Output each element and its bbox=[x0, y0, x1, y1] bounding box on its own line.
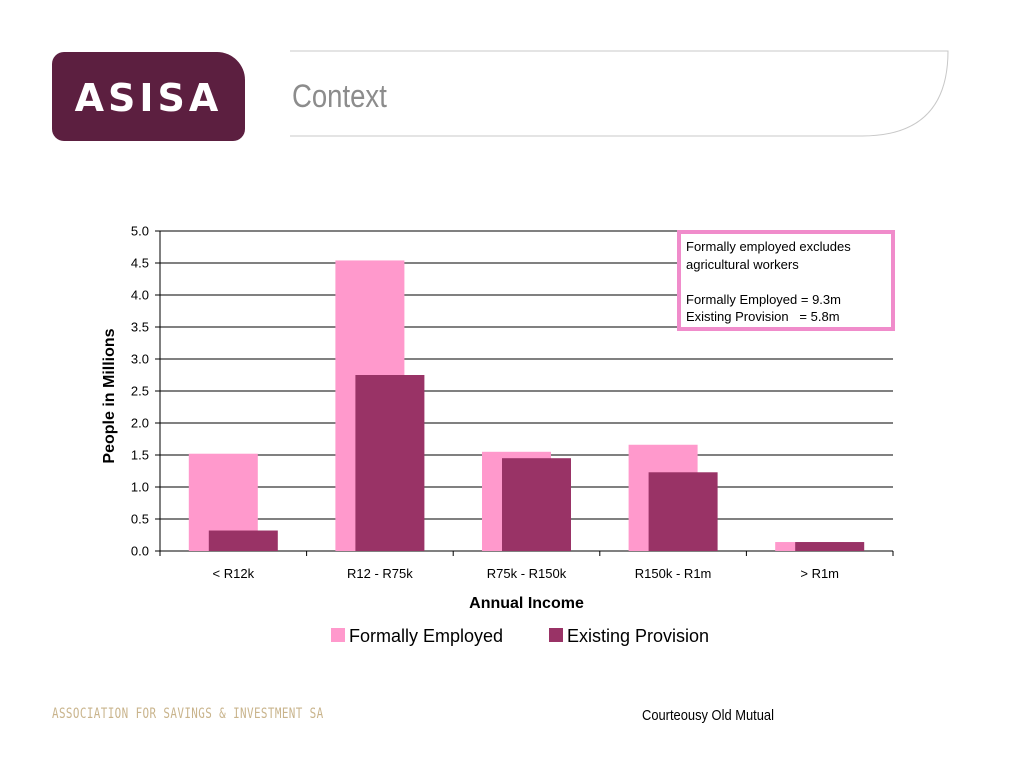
header-frame bbox=[290, 50, 949, 137]
annotation-line-1: Formally employed excludes bbox=[686, 239, 851, 254]
y-tick-label: 2.0 bbox=[131, 416, 149, 431]
y-tick-label: 0.0 bbox=[131, 544, 149, 559]
legend-label: Formally Employed bbox=[349, 626, 503, 646]
income-bar-chart: 0.0 0.5 1.0 1.5 2.0 2.5 3.0 3.5 4.0 4.5 5.0 < R12k R… bbox=[101, 224, 894, 646]
y-tick-label: 3.5 bbox=[131, 320, 149, 335]
asisa-logo: ASISA bbox=[52, 52, 245, 141]
annotation-line-4: Existing Provision = 5.8m bbox=[686, 309, 840, 324]
y-tick-label: 1.5 bbox=[131, 448, 149, 463]
footer-credit: Courteousy Old Mutual bbox=[642, 707, 774, 724]
bar-existing-provision bbox=[795, 542, 865, 551]
annotation-line-3: Formally Employed = 9.3m bbox=[686, 291, 841, 307]
y-tick-label: 3.0 bbox=[131, 352, 149, 367]
bar-existing-provision bbox=[502, 458, 571, 551]
y-tick-label: 4.0 bbox=[131, 288, 149, 303]
legend-label: Existing Provision bbox=[567, 626, 709, 646]
x-tick-label: R12 - R75k bbox=[347, 566, 413, 581]
legend-swatch bbox=[549, 628, 563, 642]
x-tick-label: R75k - R150k bbox=[487, 566, 567, 581]
y-axis-title: People in Millions bbox=[101, 328, 118, 463]
y-tick-label: 1.0 bbox=[131, 480, 149, 495]
x-tick-label: < R12k bbox=[213, 566, 255, 581]
y-tick-label: 4.5 bbox=[131, 256, 149, 271]
legend-swatch bbox=[331, 628, 345, 642]
annotation-text: Formally employed excludes agricultural … bbox=[686, 238, 851, 326]
x-tick-label: R150k - R1m bbox=[635, 566, 712, 581]
annotation-box: Formally employed excludes agricultural … bbox=[677, 230, 895, 331]
bar-existing-provision bbox=[648, 472, 718, 551]
logo-text: ASISA bbox=[74, 76, 223, 120]
y-tick-label: 0.5 bbox=[131, 512, 149, 527]
bar-existing-provision bbox=[208, 530, 278, 551]
footer-org-name: ASSOCIATION FOR SAVINGS & INVESTMENT SA bbox=[52, 706, 324, 722]
x-tick-label: > R1m bbox=[800, 566, 839, 581]
page-title: Context bbox=[292, 78, 387, 114]
x-axis-title: Annual Income bbox=[469, 595, 584, 612]
y-tick-label: 2.5 bbox=[131, 384, 149, 399]
bar-existing-provision bbox=[355, 375, 425, 551]
y-tick-label: 5.0 bbox=[131, 224, 149, 239]
annotation-line-2: agricultural workers bbox=[686, 256, 799, 272]
